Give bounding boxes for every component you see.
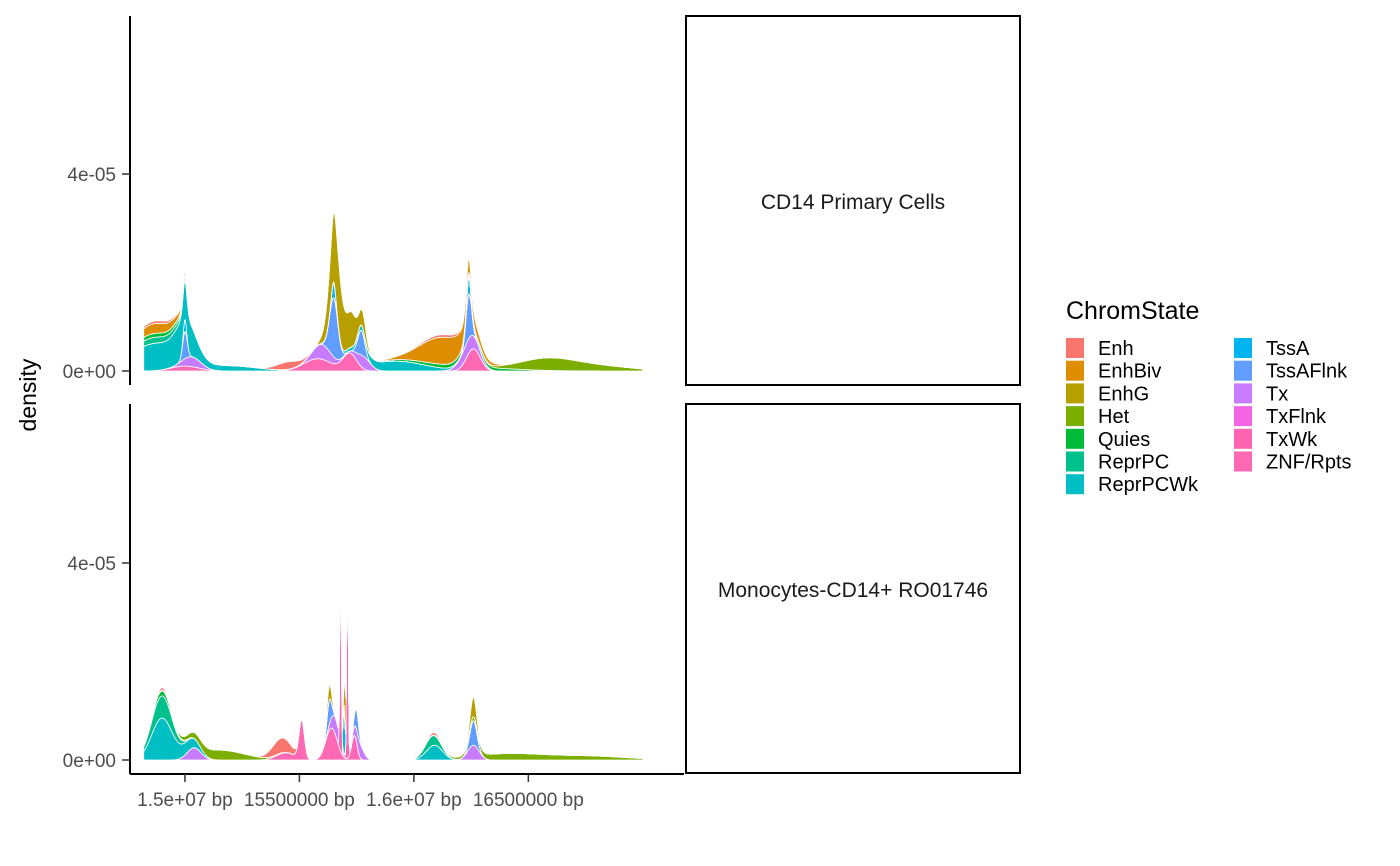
legend-key-znf-rpts <box>1234 451 1252 472</box>
legend-key-tx <box>1234 383 1252 404</box>
x-axis-ticks: 1.5e+07 bp 15500000 bp 1.6e+07 bp 16500000 … <box>137 774 584 811</box>
y-axis-title: density <box>15 358 41 431</box>
area-2-het <box>143 501 644 761</box>
legend-label-quies: Quies <box>1098 429 1150 451</box>
area-1-enhg <box>143 210 643 371</box>
panel-2-density-areas <box>143 491 644 761</box>
legend-key-tssaflnk <box>1234 360 1252 381</box>
area-2-txwk <box>143 502 643 761</box>
area-2-enhg <box>143 491 643 761</box>
legend-key-enhg <box>1066 383 1084 404</box>
legend-key-txwk <box>1234 428 1252 449</box>
area-1-enh <box>143 210 643 371</box>
area-2-tx <box>143 501 643 761</box>
legend-key-tssa <box>1234 338 1252 358</box>
legend-key-quies <box>1066 428 1084 449</box>
panel-monocytes-cd14: 0e+00 4e-05 Monocytes-CD14+ RO01746 <box>63 403 1021 775</box>
panel-2-y-tick-label-1: 4e-05 <box>67 554 116 575</box>
legend-key-reprpcwk <box>1066 474 1084 495</box>
legend-label-reprpcwk: ReprPCWk <box>1098 474 1199 496</box>
legend-items: EnhEnhBivEnhGHetQuiesReprPCReprPCWkTssAT… <box>1066 338 1352 496</box>
legend-key-reprpc <box>1066 451 1084 472</box>
area-2-quies <box>143 501 643 761</box>
panel-1-y-tick-label-0: 0e+00 <box>63 362 116 383</box>
legend-key-txflnk <box>1234 406 1252 427</box>
area-2-tssa <box>143 501 643 761</box>
legend-label-enh: Enh <box>1098 338 1134 360</box>
x-tick-label-1: 15500000 bp <box>244 790 355 811</box>
panel-1-y-tick-label-1: 4e-05 <box>67 165 116 186</box>
legend-label-txwk: TxWk <box>1266 429 1318 451</box>
panel-1-density-areas <box>143 210 644 372</box>
x-tick-label-3: 16500000 bp <box>473 790 584 811</box>
panel-2-strip <box>685 403 1021 774</box>
legend-label-tx: Tx <box>1266 383 1288 405</box>
legend-label-tssaflnk: TssAFlnk <box>1266 361 1348 383</box>
area-2-enh <box>143 491 643 761</box>
panel-1-strip <box>685 15 1021 386</box>
panel-cd14-primary-cells: 0e+00 4e-05 CD14 Primary Cells <box>63 15 1021 386</box>
legend-label-znf-rpts: ZNF/Rpts <box>1266 452 1352 474</box>
x-tick-label-2: 1.6e+07 bp <box>366 790 462 811</box>
legend-key-enhbiv <box>1066 360 1084 381</box>
area-2-reprpcwk <box>143 501 643 761</box>
legend-label-enhbiv: EnhBiv <box>1098 361 1161 383</box>
legend-label-txflnk: TxFlnk <box>1266 406 1327 428</box>
legend-label-reprpc: ReprPC <box>1098 452 1169 474</box>
legend-key-enh <box>1066 338 1084 358</box>
area-2-tssaflnk <box>143 501 643 761</box>
legend-label-tssa: TssA <box>1266 338 1310 360</box>
legend-title: ChromState <box>1066 297 1199 325</box>
legend: ChromState EnhEnhBivEnhGHetQuiesReprPCRe… <box>1066 297 1352 496</box>
x-tick-label-0: 1.5e+07 bp <box>137 790 233 811</box>
legend-key-het <box>1066 406 1084 427</box>
area-1-quies <box>143 272 643 372</box>
legend-label-het: Het <box>1098 406 1130 428</box>
panel-1-strip-label: CD14 Primary Cells <box>761 191 945 214</box>
panel-2-y-tick-label-0: 0e+00 <box>63 751 116 772</box>
legend-label-enhg: EnhG <box>1098 383 1149 405</box>
area-1-het <box>143 272 644 372</box>
panel-2-strip-label: Monocytes-CD14+ RO01746 <box>718 579 988 602</box>
area-1-enhbiv <box>143 210 643 371</box>
area-2-reprpc <box>143 501 643 761</box>
